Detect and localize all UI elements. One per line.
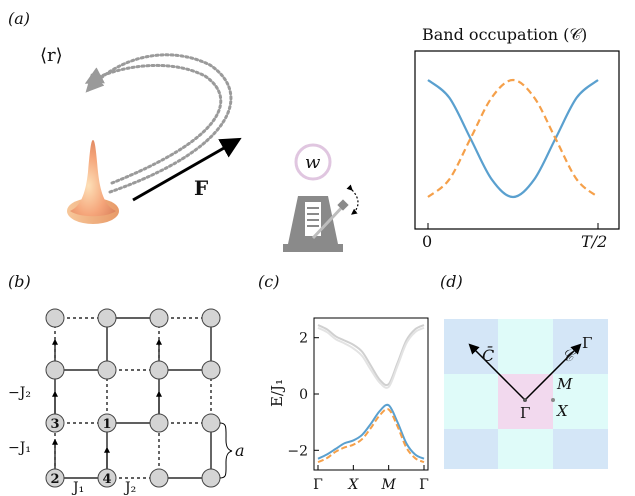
lattice-site [149, 413, 169, 433]
occupation-series-0 [427, 79, 599, 199]
label-cbar: C̄ [482, 344, 494, 365]
hopping-j2-vertical: −J₂ [8, 385, 31, 401]
site-label: 4 [102, 472, 111, 487]
lattice-site [45, 308, 65, 328]
band-yticks: 2 0 −2 [287, 331, 319, 459]
hopping-j2-horizontal: J₂ [123, 480, 136, 496]
x-point [551, 398, 555, 402]
panel-b-label: (b) [8, 272, 31, 291]
wave-packet-icon [67, 140, 119, 224]
label-x: X [556, 402, 569, 420]
lattice-site [149, 360, 169, 380]
trajectory-path [84, 53, 233, 194]
lattice-site [149, 308, 169, 328]
band-ytick-label: −2 [287, 443, 308, 459]
panel-c-label: (c) [258, 272, 279, 291]
band-plot-frame [313, 317, 429, 471]
lattice-site [149, 468, 169, 488]
band-structure-plot [317, 324, 425, 464]
metronome-icon [283, 143, 359, 252]
band-xtick-label: Γ [419, 477, 429, 493]
occupation-plot-frame [414, 50, 620, 230]
position-expectation-label: ⟨r⟩ [40, 45, 63, 66]
lattice-constant-brace [219, 422, 233, 479]
hopping-j1-vertical: −J₁ [8, 440, 31, 456]
label-gamma-corner: Γ [582, 334, 592, 352]
lattice-site [201, 468, 221, 488]
site-label: 1 [102, 417, 111, 432]
lattice-site [97, 413, 117, 433]
lattice-site [45, 468, 65, 488]
band-ylabel: E/J₁ [268, 379, 286, 407]
force-arrow [132, 137, 242, 202]
lattice-site [201, 360, 221, 380]
band-ytick-label: 2 [299, 331, 308, 347]
band-ytick-label: 0 [299, 387, 308, 403]
lattice-site [97, 308, 117, 328]
cbar-arrow [468, 343, 526, 401]
band-series-2 [317, 403, 425, 460]
lattice-site [201, 308, 221, 328]
band-series-3 [317, 408, 425, 464]
occupation-x-start: 0 [422, 232, 432, 251]
occupation-series-1 [427, 78, 599, 198]
panel-d-label: (d) [440, 272, 463, 291]
lattice-site [45, 360, 65, 380]
square-lattice: 1 2 3 4 [45, 308, 221, 488]
band-series-0 [317, 324, 425, 387]
band-xtick-label: M [380, 477, 396, 493]
lattice-site [97, 468, 117, 488]
lattice-constant-label: a [235, 441, 245, 460]
occupation-plot [427, 78, 599, 199]
lattice-site [45, 413, 65, 433]
label-m: M [556, 375, 573, 393]
lattice-site [201, 413, 221, 433]
site-label: 2 [50, 472, 59, 487]
band-xtick-label: X [347, 477, 359, 493]
band-xtick-label: Γ [313, 477, 323, 493]
force-label: F [194, 176, 208, 200]
label-gamma-center: Γ [520, 404, 530, 422]
chart-title: Band occupation (𝒞) [422, 25, 587, 44]
band-series-1 [317, 326, 425, 389]
occupation-x-end: T/2 [581, 232, 607, 251]
panel-a-label: (a) [8, 9, 30, 28]
site-label: 3 [50, 417, 59, 432]
gamma-point [523, 398, 527, 402]
c-arrow [524, 343, 582, 401]
lattice-site [97, 360, 117, 380]
metronome-label: w [305, 152, 321, 173]
hopping-j1-horizontal: J₁ [71, 480, 84, 496]
